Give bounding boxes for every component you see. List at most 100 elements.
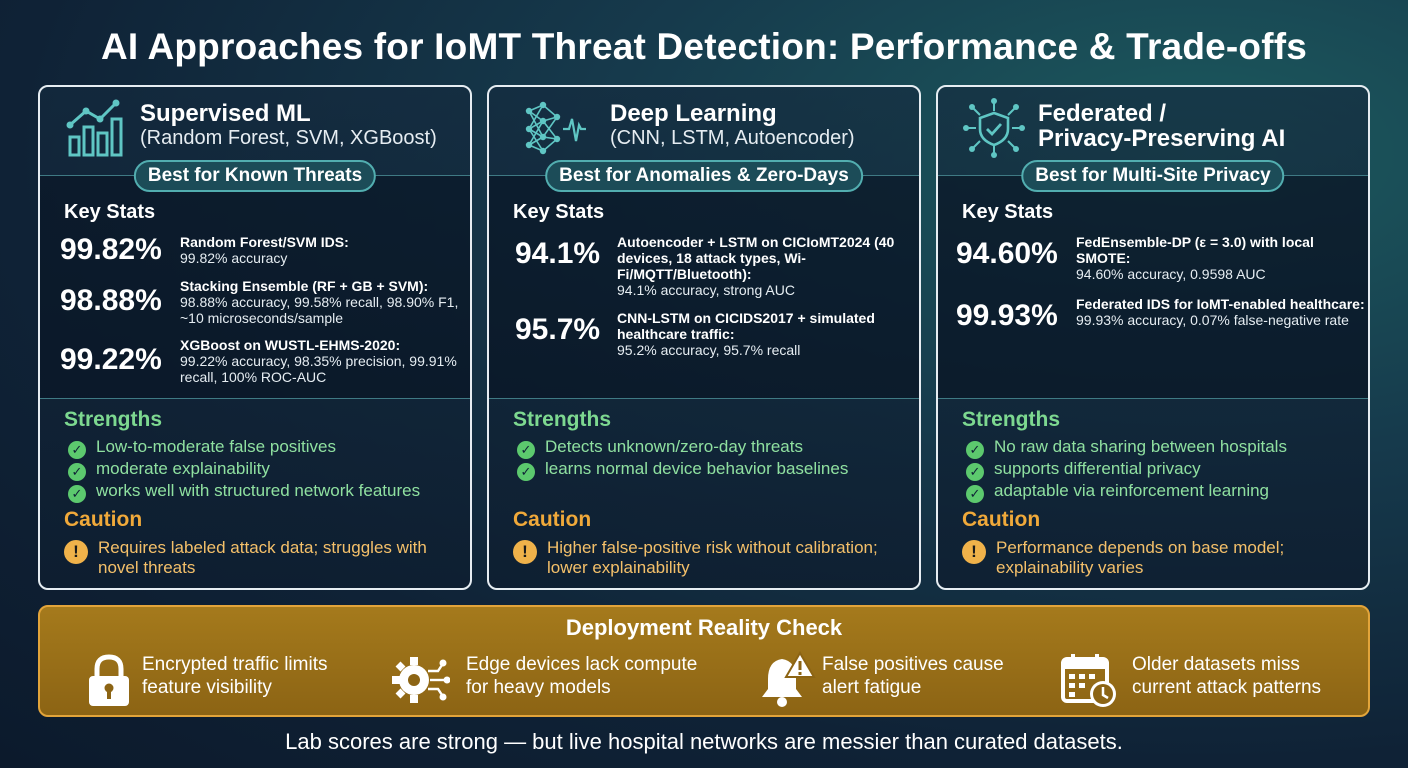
page-title: AI Approaches for IoMT Threat Detection:… (100, 26, 1308, 67)
warning-icon: ! (962, 540, 986, 564)
shield-network-icon (963, 98, 1025, 158)
reality-title: Deployment Reality Check (565, 615, 843, 640)
strength-item: ✓ Detects unknown/zero-day threats (517, 437, 803, 459)
stat-description: Federated IDS for IoMT-enabled healthcar… (1076, 296, 1366, 328)
reality-line: False positives cause (822, 654, 1004, 675)
reality-text: False positives cause alert fatigue (822, 653, 1004, 699)
check-icon: ✓ (517, 441, 535, 459)
best-for-pill: Best for Anomalies & Zero-Days (545, 160, 863, 192)
strength-text: No raw data sharing between hospitals (994, 437, 1287, 456)
check-icon: ✓ (517, 463, 535, 481)
best-for-pill: Best for Known Threats (133, 160, 377, 192)
card-title: Supervised ML (140, 100, 311, 127)
stats-panel (938, 176, 1368, 398)
stats-title: Key Stats (513, 201, 605, 223)
strength-item: ✓ supports differential privacy (966, 459, 1201, 481)
strength-text: Low-to-moderate false positives (96, 437, 337, 456)
stat-value: 98.88% (60, 284, 162, 317)
strengths-title: Strengths (962, 408, 1061, 431)
divider (40, 398, 470, 399)
caution-title: Caution (513, 508, 592, 531)
caution-text: Performance depends on base model; expla… (996, 538, 1285, 577)
card-title: Deep Learning (610, 100, 777, 127)
strength-item: ✓ No raw data sharing between hospitals (966, 437, 1287, 459)
stat-heading: Random Forest/SVM IDS: (180, 234, 349, 250)
caution-text: Requires labeled attack data; struggles … (98, 538, 427, 577)
card-header: Deep Learning (CNN, LSTM, Autoencoder) (489, 87, 919, 177)
stats-title: Key Stats (962, 201, 1054, 223)
strength-text: moderate explainability (96, 459, 270, 478)
card-deep-learning: Deep Learning (CNN, LSTM, Autoencoder) B… (487, 85, 921, 590)
stat-body: 99.22% accuracy, 98.35% precision, 99.91… (180, 353, 457, 385)
strengths-title: Strengths (64, 408, 163, 431)
strength-text: learns normal device behavior baselines (545, 459, 849, 478)
card-supervised-ml: Supervised ML (Random Forest, SVM, XGBoo… (38, 85, 472, 590)
reality-text: Edge devices lack compute for heavy mode… (466, 653, 697, 699)
card-title: Federated / (1038, 100, 1167, 127)
strength-text: supports differential privacy (994, 459, 1201, 478)
stats-title: Key Stats (64, 201, 156, 223)
warning-icon: ! (513, 540, 537, 564)
stat-description: XGBoost on WUSTL-EHMS-2020: 99.22% accur… (180, 337, 470, 385)
caution-title: Caution (962, 508, 1041, 531)
strength-text: works well with structured network featu… (96, 481, 421, 500)
card-federated: Federated / Privacy-Preserving AI Best f… (936, 85, 1370, 590)
stat-heading: FedEnsemble-DP (ε = 3.0) with local SMOT… (1076, 234, 1314, 266)
stat-value: 95.7% (515, 313, 601, 346)
footer-note: Lab scores are strong — but live hospita… (285, 729, 1123, 754)
caution-text: Higher false-positive risk without calib… (547, 538, 878, 577)
stat-heading: CNN-LSTM on CICIDS2017 + simulated healt… (617, 310, 875, 342)
reality-line: Edge devices lack compute (466, 654, 698, 675)
stat-value: 99.93% (956, 299, 1058, 332)
stat-value: 94.1% (515, 237, 601, 270)
card-subtitle: (Random Forest, SVM, XGBoost) (140, 127, 437, 149)
reality-text: Older datasets miss current attack patte… (1132, 653, 1321, 699)
strength-item: ✓ Low-to-moderate false positives (68, 437, 336, 459)
strength-item: ✓ learns normal device behavior baselines (517, 459, 848, 481)
bell-warning-icon (762, 651, 816, 707)
card-subtitle: (CNN, LSTM, Autoencoder) (610, 127, 855, 149)
stat-heading: XGBoost on WUSTL-EHMS-2020: (180, 337, 401, 353)
stat-body: 94.1% accuracy, strong AUC (617, 282, 795, 298)
stats-panel (40, 176, 470, 398)
reality-line: feature visibility (142, 677, 272, 698)
stat-description: FedEnsemble-DP (ε = 3.0) with local SMOT… (1076, 234, 1366, 282)
caution-title: Caution (64, 508, 143, 531)
calendar-clock-icon (1061, 654, 1116, 707)
stat-description: Autoencoder + LSTM on CICIoMT2024 (40 de… (617, 234, 907, 298)
check-icon: ✓ (966, 485, 984, 503)
strength-item: ✓ moderate explainability (68, 459, 270, 481)
check-icon: ✓ (68, 441, 86, 459)
warning-icon: ! (64, 540, 88, 564)
stat-description: Stacking Ensemble (RF + GB + SVM): 98.88… (180, 278, 470, 326)
reality-line: Encrypted traffic limits (142, 654, 328, 675)
card-header: Federated / Privacy-Preserving AI (938, 87, 1368, 177)
best-for-pill: Best for Multi-Site Privacy (1021, 160, 1285, 192)
reality-text: Encrypted traffic limits feature visibil… (142, 653, 327, 699)
neural-network-icon (525, 101, 586, 155)
strength-text: adaptable via reinforcement learning (994, 481, 1270, 500)
divider (938, 398, 1368, 399)
check-icon: ✓ (966, 463, 984, 481)
deployment-reality-check: Deployment Reality Check Encrypted traff… (38, 605, 1370, 717)
check-icon: ✓ (68, 485, 86, 503)
bar-chart-icon (66, 99, 123, 157)
stats-panel (489, 176, 919, 398)
lock-icon (89, 654, 129, 706)
stat-body: 95.2% accuracy, 95.7% recall (617, 342, 801, 358)
reality-line: current attack patterns (1132, 677, 1322, 698)
strengths-title: Strengths (513, 408, 612, 431)
reality-line: Older datasets miss (1132, 654, 1300, 675)
card-header: Supervised ML (Random Forest, SVM, XGBoo… (40, 87, 470, 177)
check-icon: ✓ (68, 463, 86, 481)
check-icon: ✓ (966, 441, 984, 459)
strength-item: ✓ works well with structured network feat… (68, 481, 420, 503)
reality-line: alert fatigue (822, 677, 922, 698)
stat-heading: Federated IDS for IoMT-enabled healthcar… (1076, 296, 1365, 312)
strength-item: ✓ adaptable via reinforcement learning (966, 481, 1269, 503)
stat-body: 99.93% accuracy, 0.07% false-negative ra… (1076, 312, 1349, 328)
stat-body: 94.60% accuracy, 0.9598 AUC (1076, 266, 1266, 282)
stat-value: 99.22% (60, 343, 162, 376)
strength-text: Detects unknown/zero-day threats (545, 437, 803, 456)
stat-value: 99.82% (60, 233, 162, 266)
